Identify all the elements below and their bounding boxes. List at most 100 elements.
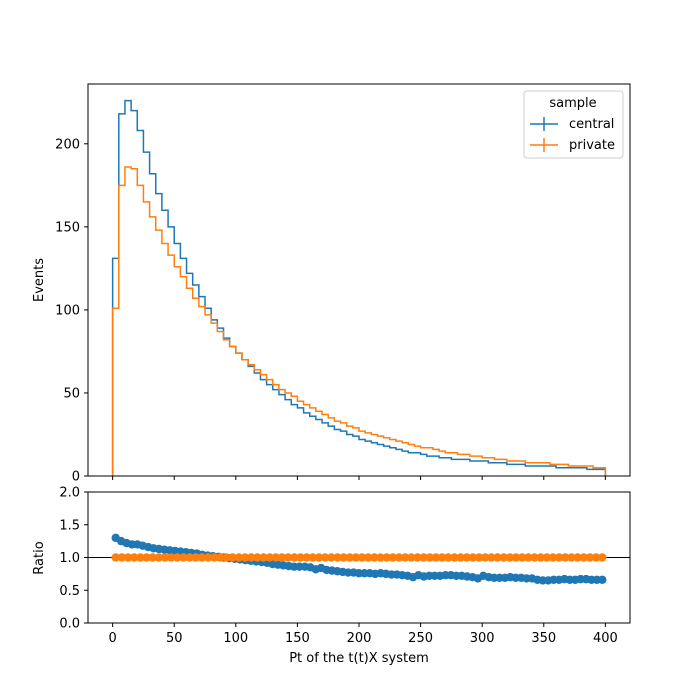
x-tick-label: 200 xyxy=(347,631,372,646)
ratio-point-private xyxy=(437,553,447,562)
ratio-point-private xyxy=(136,553,145,562)
x-tick-label: 250 xyxy=(408,631,433,646)
ratio-point-private xyxy=(333,553,342,562)
ratio-point-private xyxy=(228,553,237,562)
ratio-y-axis-label: Ratio xyxy=(32,541,47,574)
ratio-point-private xyxy=(191,553,200,562)
x-tick-label: 50 xyxy=(166,631,183,646)
ratio-point-private xyxy=(197,553,207,562)
ratio-point-private xyxy=(487,553,496,562)
ratio-point-private xyxy=(154,553,164,562)
ratio-x-ticks: 0 50 100 150 200 250 300 350 400 xyxy=(108,623,618,646)
main-x-ticks xyxy=(112,476,606,480)
ratio-point-private xyxy=(173,553,182,562)
ratio-point-central xyxy=(598,575,607,584)
ratio-y-tick-label: 1.0 xyxy=(59,551,80,566)
ratio-point-private xyxy=(129,553,139,562)
ratio-y-tick-label: 0.0 xyxy=(59,617,80,632)
ratio-point-private xyxy=(142,553,151,562)
ratio-point-private xyxy=(216,553,225,562)
ratio-point-private xyxy=(548,553,558,562)
ratio-point-private xyxy=(450,553,459,562)
ratio-point-private xyxy=(591,553,601,562)
legend: sample central private xyxy=(523,90,624,159)
ratio-point-private xyxy=(339,553,348,562)
ratio-point-private xyxy=(247,553,256,562)
ratio-point-private xyxy=(253,553,262,562)
ratio-point-private xyxy=(320,553,330,562)
ratio-point-private xyxy=(554,553,564,562)
main-y-tick-label: 50 xyxy=(63,386,80,401)
ratio-point-private xyxy=(308,553,318,562)
ratio-point-private xyxy=(166,553,176,562)
ratio-point-private xyxy=(530,553,539,562)
ratio-point-private xyxy=(357,553,367,562)
ratio-point-private xyxy=(179,553,188,562)
ratio-point-private xyxy=(407,553,416,562)
ratio-point-private xyxy=(148,553,157,562)
ratio-point-private xyxy=(351,553,361,562)
ratio-point-private xyxy=(283,553,293,562)
ratio-point-private xyxy=(598,553,607,562)
legend-item-private: private xyxy=(530,138,615,153)
ratio-point-private xyxy=(382,553,391,562)
ratio-point-private xyxy=(160,553,170,562)
ratio-point-private xyxy=(493,553,502,562)
ratio-point-private xyxy=(117,553,127,562)
ratio-point-private xyxy=(579,553,589,562)
ratio-point-private xyxy=(400,553,410,562)
x-tick-label: 150 xyxy=(285,631,310,646)
ratio-point-private xyxy=(345,553,354,562)
ratio-y-ticks: 0.0 0.5 1.0 1.5 2.0 xyxy=(59,486,88,632)
main-series-layer xyxy=(111,99,607,476)
main-y-tick-label: 200 xyxy=(55,137,80,152)
ratio-point-private xyxy=(511,553,521,562)
ratio-point-private xyxy=(394,553,404,562)
ratio-point-private xyxy=(388,553,398,562)
ratio-point-private xyxy=(210,553,219,562)
ratio-point-private xyxy=(419,553,428,562)
main-y-ticks: 0 50 100 150 200 xyxy=(55,137,88,485)
legend-label-private: private xyxy=(569,138,615,153)
main-y-tick-label: 0 xyxy=(72,470,80,485)
ratio-point-private xyxy=(123,553,133,562)
ratio-point-private xyxy=(567,553,576,562)
ratio-point-private xyxy=(468,553,478,562)
ratio-point-private xyxy=(259,553,268,562)
ratio-point-private xyxy=(240,553,250,562)
ratio-point-private xyxy=(524,553,533,562)
ratio-point-private xyxy=(302,553,311,562)
ratio-point-private xyxy=(444,553,453,562)
legend-label-central: central xyxy=(569,117,614,132)
ratio-y-tick-label: 2.0 xyxy=(59,486,80,501)
ratio-point-private xyxy=(542,553,552,562)
ratio-point-private xyxy=(370,553,379,562)
ratio-point-private xyxy=(296,553,305,562)
histogram-step-private xyxy=(111,166,607,476)
ratio-point-private xyxy=(474,553,484,562)
ratio-y-tick-label: 1.5 xyxy=(59,518,80,533)
x-tick-label: 0 xyxy=(108,631,116,646)
x-tick-label: 300 xyxy=(470,631,495,646)
x-tick-label: 400 xyxy=(593,631,618,646)
ratio-point-private xyxy=(222,553,231,562)
x-tick-label: 100 xyxy=(223,631,248,646)
ratio-y-tick-label: 0.5 xyxy=(59,584,80,599)
ratio-point-private xyxy=(481,553,490,562)
ratio-point-private xyxy=(203,553,213,562)
ratio-panel: 0.0 0.5 1.0 1.5 2.0 0 50 100 150 200 250 300 350 400… xyxy=(32,486,631,666)
main-panel: 0 50 100 150 200 Events xyxy=(32,83,631,485)
x-axis-label: Pt of the t(t)X system xyxy=(289,651,429,666)
ratio-point-private xyxy=(499,553,508,562)
legend-title: sample xyxy=(549,96,596,111)
ratio-series-layer xyxy=(111,533,607,585)
ratio-point-private xyxy=(327,553,336,562)
ratio-point-private xyxy=(265,553,274,562)
ratio-point-private xyxy=(505,553,515,562)
ratio-point-private xyxy=(413,553,422,562)
ratio-point-private xyxy=(185,553,194,562)
ratio-point-private xyxy=(585,553,595,562)
y-axis-label: Events xyxy=(32,258,47,302)
main-y-tick-label: 100 xyxy=(55,303,80,318)
